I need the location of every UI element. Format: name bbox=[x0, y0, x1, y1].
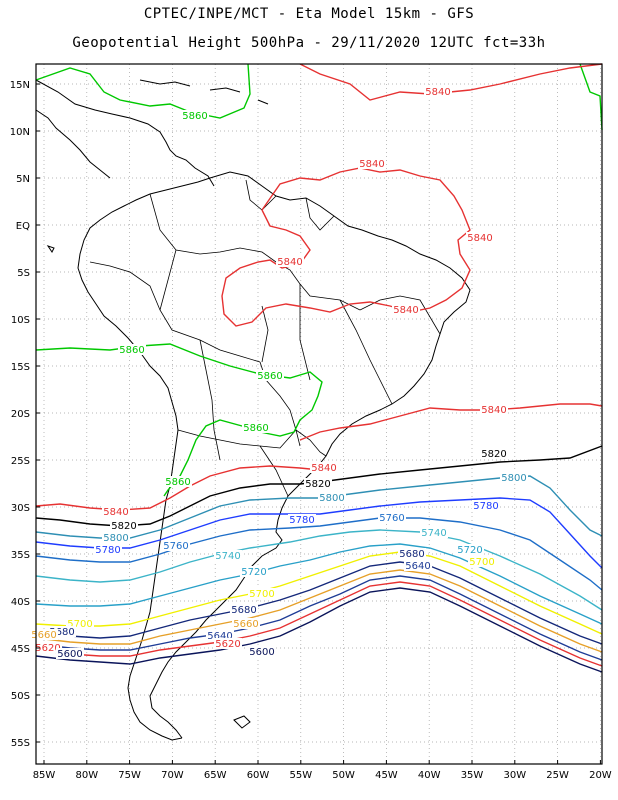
lat-tick-label: 15N bbox=[10, 80, 30, 91]
contour-label: 5860 bbox=[119, 345, 144, 356]
lat-tick-label: 20S bbox=[11, 409, 30, 420]
contour-label: 5680 bbox=[399, 549, 424, 560]
contour-label: 5760 bbox=[163, 541, 188, 552]
contour-label: 5860 bbox=[243, 423, 268, 434]
lat-tick-label: 50S bbox=[11, 691, 30, 702]
lat-tick-label: 5S bbox=[17, 268, 30, 279]
contour-5840 bbox=[221, 167, 471, 327]
contour-label: 5840 bbox=[277, 257, 302, 268]
contour-label: 5860 bbox=[182, 111, 207, 122]
contour-label: 5740 bbox=[421, 528, 446, 539]
contour-5860 bbox=[579, 63, 603, 131]
contour-label: 5840 bbox=[481, 405, 506, 416]
contour-label: 5740 bbox=[215, 551, 240, 562]
lon-tick-label: 25W bbox=[546, 770, 569, 781]
contour-5860 bbox=[35, 343, 323, 497]
contour-5600 bbox=[35, 587, 603, 673]
contour-5680 bbox=[35, 561, 603, 645]
contour-label: 5780 bbox=[473, 501, 498, 512]
country-borders bbox=[89, 179, 441, 497]
contour-label: 5820 bbox=[481, 449, 506, 460]
contour-5740 bbox=[35, 529, 603, 611]
lon-tick-label: 55W bbox=[289, 770, 312, 781]
contour-label: 5680 bbox=[49, 627, 74, 638]
contour-label: 5700 bbox=[469, 557, 494, 568]
longitude-tick-labels: 85W 80W 75W 70W 65W 60W 55W 50W 45W 40W 35W 30W 25W 2… bbox=[33, 760, 612, 781]
contour-label: 5840 bbox=[467, 233, 492, 244]
lat-tick-label: 35S bbox=[11, 550, 30, 561]
contour-label: 5800 bbox=[319, 493, 344, 504]
lon-tick-label: 65W bbox=[204, 770, 227, 781]
lat-tick-label: 5N bbox=[16, 174, 30, 185]
height-contours bbox=[35, 63, 603, 673]
contour-5840 bbox=[299, 403, 603, 441]
contour-label: 5660 bbox=[31, 630, 56, 641]
contour-5640 bbox=[35, 575, 603, 661]
graticule bbox=[36, 64, 602, 764]
lat-tick-label: 40S bbox=[11, 597, 30, 608]
contour-label: 5840 bbox=[311, 463, 336, 474]
contour-label: 5860 bbox=[257, 371, 282, 382]
contour-label: 5840 bbox=[359, 159, 384, 170]
lat-tick-label: EQ bbox=[16, 221, 30, 232]
contour-label: 5620 bbox=[215, 639, 240, 650]
contour-5860 bbox=[35, 63, 251, 119]
contour-label: 5780 bbox=[289, 515, 314, 526]
lat-tick-label: 45S bbox=[11, 644, 30, 655]
lon-tick-label: 50W bbox=[332, 770, 355, 781]
contour-label: 5820 bbox=[111, 521, 136, 532]
lon-tick-label: 80W bbox=[75, 770, 98, 781]
contour-label: 5600 bbox=[57, 649, 82, 660]
lon-tick-label: 35W bbox=[461, 770, 484, 781]
contour-5700 bbox=[35, 551, 603, 635]
lon-tick-label: 70W bbox=[161, 770, 184, 781]
lat-tick-label: 10N bbox=[10, 127, 30, 138]
lon-tick-label: 40W bbox=[418, 770, 441, 781]
contour-label: 5760 bbox=[379, 513, 404, 524]
contour-label: 5720 bbox=[241, 567, 266, 578]
contour-5660 bbox=[35, 569, 603, 653]
lat-tick-label: 10S bbox=[11, 315, 30, 326]
title-line-1: CPTEC/INPE/MCT - Eta Model 15km - GFS bbox=[143, 6, 475, 22]
contour-label: 5640 bbox=[207, 631, 232, 642]
latitude-tick-labels: 15N 10N 5N EQ 5S 10S 15S 20S 25S 30S 35S 40S 45S 50S 5… bbox=[10, 80, 40, 749]
contour-label: 5620 bbox=[35, 643, 60, 654]
lat-tick-label: 55S bbox=[11, 738, 30, 749]
lat-tick-label: 30S bbox=[11, 503, 30, 514]
lon-tick-label: 20W bbox=[589, 770, 612, 781]
contour-5840 bbox=[35, 465, 321, 511]
contour-5620 bbox=[35, 581, 603, 667]
title-line-2: Geopotential Height 500hPa - 29/11/2020 … bbox=[72, 35, 546, 51]
coastline bbox=[35, 79, 471, 741]
contour-label: 5780 bbox=[95, 545, 120, 556]
contour-label: 5600 bbox=[249, 647, 274, 658]
contour-label: 5660 bbox=[233, 619, 258, 630]
contour-label: 5640 bbox=[405, 561, 430, 572]
contour-5760 bbox=[35, 517, 603, 591]
contour-label: 5820 bbox=[305, 479, 330, 490]
contour-5780 bbox=[35, 497, 603, 569]
lat-tick-label: 15S bbox=[11, 362, 30, 373]
contour-label: 5800 bbox=[103, 533, 128, 544]
contour-5720 bbox=[35, 543, 603, 625]
lat-tick-label: 25S bbox=[11, 456, 30, 467]
contour-label: 5720 bbox=[457, 545, 482, 556]
lon-tick-label: 60W bbox=[247, 770, 270, 781]
lon-tick-label: 85W bbox=[33, 770, 56, 781]
map-frame bbox=[35, 63, 603, 765]
contour-label: 5840 bbox=[103, 507, 128, 518]
lon-tick-label: 75W bbox=[118, 770, 141, 781]
contour-label: 5680 bbox=[231, 605, 256, 616]
contour-label: 5800 bbox=[501, 473, 526, 484]
contour-label: 5860 bbox=[165, 477, 190, 488]
lon-tick-label: 45W bbox=[375, 770, 398, 781]
contour-label: 5840 bbox=[393, 305, 418, 316]
contour-label: 5700 bbox=[67, 619, 92, 630]
contour-label: 5840 bbox=[425, 87, 450, 98]
lon-tick-label: 30W bbox=[503, 770, 526, 781]
contour-label: 5700 bbox=[249, 589, 274, 600]
contour-labels: 5860 5860 5860 5860 5860 5840 5840 5840 5840 5840… bbox=[30, 86, 528, 660]
